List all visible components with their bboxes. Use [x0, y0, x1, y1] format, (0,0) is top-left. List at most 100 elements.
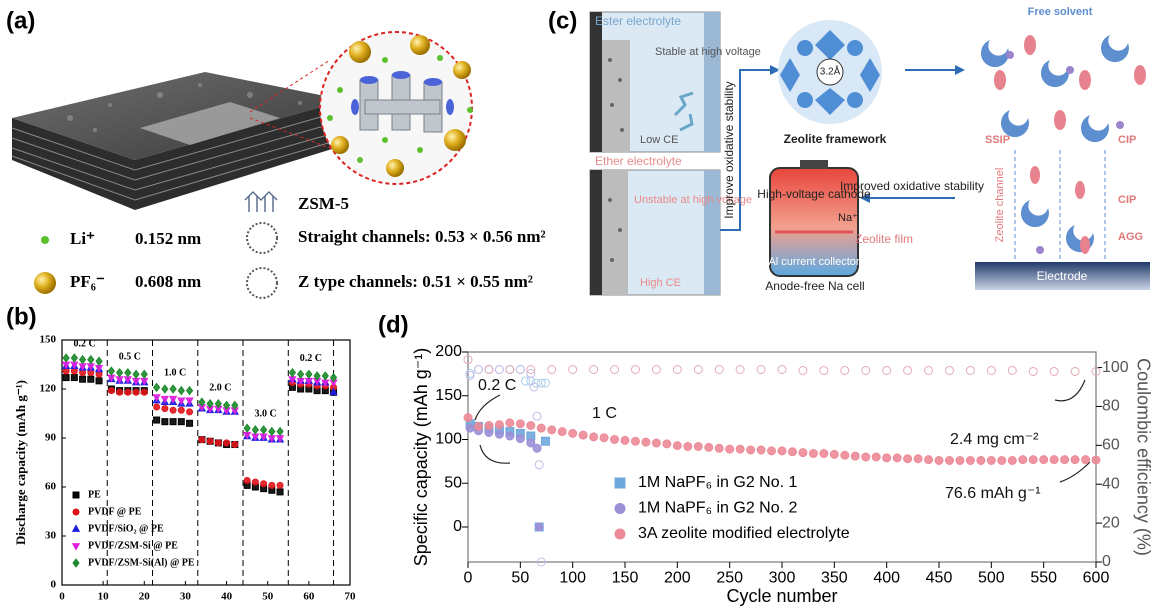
y-tick-label: 0 — [453, 518, 462, 535]
diagram-label: Zeolite framework — [784, 132, 887, 146]
data-point — [893, 454, 901, 462]
data-point — [80, 356, 86, 364]
data-point — [178, 407, 184, 413]
y2-tick-label: 60 — [1102, 437, 1120, 454]
x-tick-label: 250 — [716, 570, 743, 587]
annotation: 1 C — [592, 405, 617, 422]
data-point — [705, 443, 713, 451]
data-point — [466, 369, 474, 377]
data-point — [736, 366, 744, 374]
y-tick-label: 50 — [444, 474, 462, 491]
legend-label: 1M NaPF₆ in G2 No. 1 — [638, 474, 798, 491]
x-tick-label: 600 — [1083, 570, 1110, 587]
data-point — [904, 455, 912, 463]
data-point — [966, 457, 974, 465]
data-point — [1050, 367, 1058, 375]
y-tick-label: 100 — [435, 431, 462, 448]
data-point — [162, 419, 168, 425]
data-point — [506, 366, 514, 374]
x-tick-label: 500 — [978, 570, 1005, 587]
data-point — [788, 448, 796, 456]
y2-tick-label: 20 — [1102, 514, 1120, 531]
data-point — [987, 366, 995, 374]
legend-marker — [73, 525, 80, 531]
data-point — [170, 385, 176, 393]
diagram-label: Free solvent — [1028, 6, 1093, 18]
data-point — [925, 366, 933, 374]
y-tick-label: 30 — [45, 530, 57, 542]
data-point — [495, 430, 503, 438]
diagram-label: Improved oxidative stability — [840, 179, 984, 193]
data-point — [141, 370, 147, 378]
rate-label: 0.2 C — [300, 353, 322, 364]
data-point — [851, 452, 859, 460]
legend-label: PVDF/ZSM-Si(Al) @ PE — [88, 557, 195, 568]
y-axis-label: Discharge capacity (mAh g⁻¹) — [13, 380, 28, 545]
channel-label: Z type channels: 0.51 × 0.55 nm² — [298, 272, 533, 291]
x-tick-label: 300 — [769, 570, 796, 587]
data-point — [133, 370, 139, 378]
diagram-label: CIP — [1118, 194, 1136, 206]
y2-tick-label: 0 — [1102, 553, 1111, 570]
x-tick-label: 100 — [559, 570, 586, 587]
data-point — [841, 451, 849, 459]
panel-label: (b) — [6, 303, 37, 330]
data-point — [108, 367, 114, 375]
data-point — [1050, 456, 1058, 464]
data-point — [841, 366, 849, 374]
rate-label: 0.5 C — [119, 351, 141, 362]
membrane-illustration — [12, 32, 473, 298]
x-tick-label: 0 — [59, 590, 65, 602]
y-tick-label: 200 — [435, 343, 462, 360]
annotation: 76.6 mAh g⁻¹ — [945, 485, 1041, 502]
x-tick-label: 60 — [303, 590, 315, 602]
rate-label: 1.0 C — [164, 368, 186, 379]
data-point — [117, 369, 123, 377]
data-point — [170, 407, 176, 413]
diagram-label: Stable at high voltage — [655, 46, 761, 58]
data-point — [820, 366, 828, 374]
data-point — [80, 376, 86, 382]
data-point — [485, 366, 493, 374]
data-point — [956, 457, 964, 465]
data-point — [809, 450, 817, 458]
data-point — [904, 366, 912, 374]
data-point — [1092, 456, 1100, 464]
x-tick-label: 50 — [262, 590, 274, 602]
data-point — [474, 366, 482, 374]
y-tick-label: 150 — [435, 387, 462, 404]
legend-label: PVDF/ZSM-Si @ PE — [88, 540, 178, 551]
x-tick-label: 20 — [139, 590, 151, 602]
data-point — [535, 461, 543, 469]
data-point — [611, 366, 619, 374]
x-tick-label: 40 — [221, 590, 233, 602]
data-point — [187, 420, 193, 426]
legend-label: 3A zeolite modified electrolyte — [638, 525, 850, 542]
diagram-label: High CE — [640, 277, 681, 289]
data-point — [621, 436, 629, 444]
data-point — [883, 366, 891, 374]
data-point — [541, 437, 549, 445]
data-point — [495, 421, 503, 429]
data-point — [215, 440, 221, 446]
data-point — [207, 438, 213, 444]
data-point — [673, 366, 681, 374]
data-point — [1008, 366, 1016, 374]
data-point — [154, 404, 160, 410]
data-point — [1061, 456, 1069, 464]
diagram-label: Ester electrolyte — [595, 14, 681, 28]
data-point — [631, 366, 639, 374]
legend-marker — [615, 504, 625, 514]
data-point — [71, 354, 77, 362]
diagram-label: Zeolite channel — [994, 168, 1006, 243]
panel-label: (c) — [548, 7, 577, 34]
data-point — [466, 371, 474, 379]
diagram-label: Ether electrolyte — [595, 154, 682, 168]
data-point — [830, 450, 838, 458]
data-point — [96, 378, 102, 384]
data-point — [642, 438, 650, 446]
data-point — [516, 366, 524, 374]
data-point — [611, 436, 619, 444]
data-point — [162, 396, 169, 402]
ion-size: 0.608 nm — [135, 272, 201, 291]
